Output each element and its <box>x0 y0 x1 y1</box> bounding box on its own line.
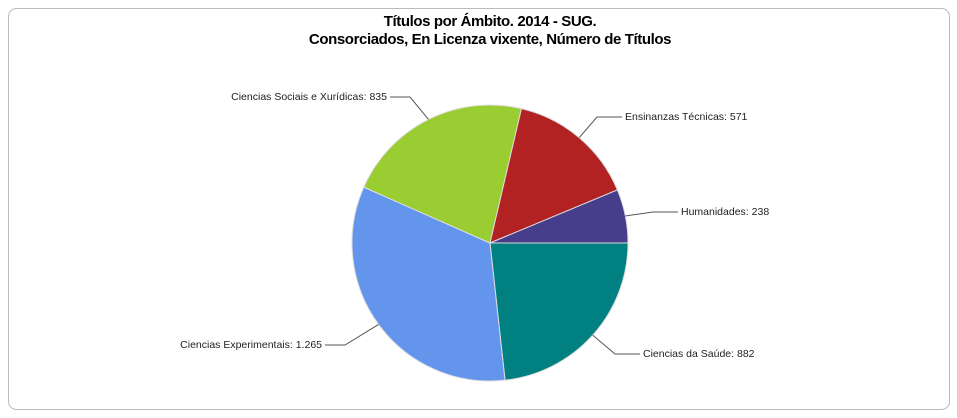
chart-subtitle: Consorciados, En Licenza vixente, Número… <box>309 31 671 48</box>
slice-label-separator: : <box>724 111 730 123</box>
slice-label-name: Ciencias Experimentais <box>180 339 290 351</box>
chart-title: Títulos por Ámbito. 2014 - SUG. <box>384 13 597 30</box>
slice-label-value: 1.265 <box>296 339 322 351</box>
pie-slice <box>489 108 619 244</box>
leader-line <box>592 334 640 355</box>
slice-label-value: 835 <box>369 91 387 103</box>
slice-label-name: Humanidades <box>681 206 746 218</box>
slice-label-separator: : <box>364 91 370 103</box>
slice-label-value: 882 <box>737 348 755 360</box>
slice-label: Ciencias Sociais e Xurídicas: 835 <box>231 91 387 103</box>
pie-slice <box>489 242 629 381</box>
slice-label: Ciencias Experimentais: 1.265 <box>180 339 322 351</box>
slice-label-value: 238 <box>752 206 770 218</box>
slice-label-separator: : <box>290 339 296 351</box>
slice-label: Humanidades: 238 <box>681 206 769 218</box>
slice-label-name: Ciencias da Saúde <box>643 348 731 360</box>
leader-line <box>390 96 429 120</box>
leader-line <box>625 211 678 217</box>
slice-label: Ciencias da Saúde: 882 <box>643 348 755 360</box>
slice-label-name: Ciencias Sociais e Xurídicas <box>231 91 363 103</box>
slice-label-name: Ensinanzas Técnicas <box>625 111 724 123</box>
pie-slice <box>489 189 629 244</box>
leader-line <box>578 116 622 139</box>
pie-slice <box>351 186 506 382</box>
slice-label-separator: : <box>731 348 737 360</box>
slice-label-separator: : <box>746 206 752 218</box>
leader-line <box>325 324 379 346</box>
slice-label-value: 571 <box>730 111 748 123</box>
slice-label: Ensinanzas Técnicas: 571 <box>625 111 748 123</box>
